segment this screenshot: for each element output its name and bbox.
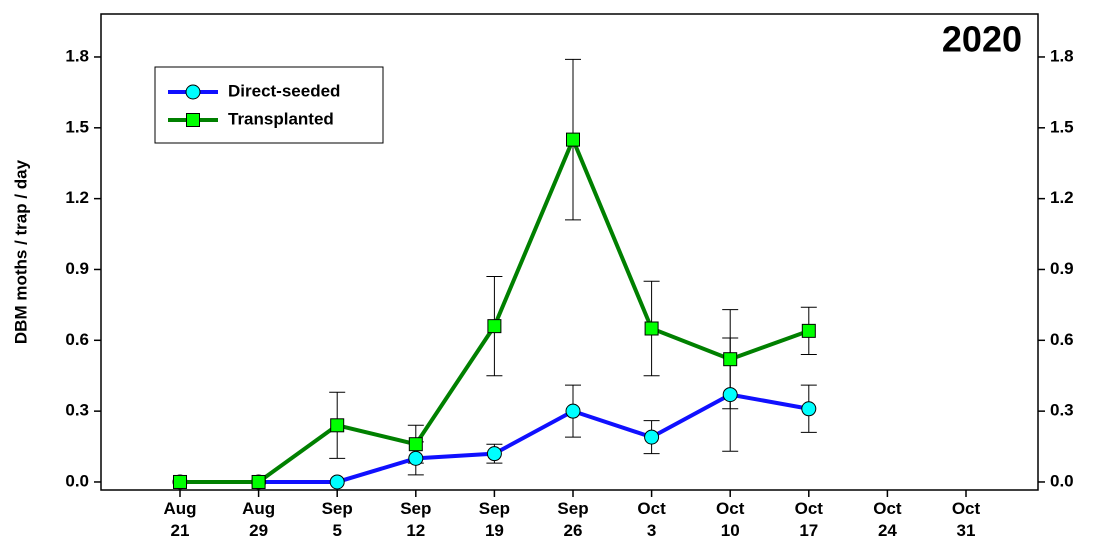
data-point xyxy=(330,418,345,433)
x-tick-label: Oct 3 xyxy=(637,499,666,540)
data-point xyxy=(565,403,581,419)
data-point xyxy=(173,474,187,489)
data-point xyxy=(644,321,659,336)
legend-label: Direct-seeded xyxy=(228,81,340,100)
legend-box xyxy=(154,66,384,144)
x-tick-label: Sep 26 xyxy=(557,499,588,540)
x-tick-label: Aug 29 xyxy=(242,499,275,540)
y2-tick-label: 0.9 xyxy=(1050,259,1074,278)
data-point xyxy=(408,437,423,452)
x-tick-label: Sep 19 xyxy=(479,499,510,540)
data-point xyxy=(722,387,738,403)
data-point xyxy=(408,450,424,466)
y2-tick-label: 0.3 xyxy=(1050,401,1074,420)
data-point xyxy=(801,401,817,417)
plot-frame xyxy=(100,13,1039,491)
x-tick-label: Oct 10 xyxy=(716,499,745,540)
data-point xyxy=(487,319,502,334)
legend-marker xyxy=(186,113,200,127)
data-point xyxy=(801,323,816,338)
y-tick-label: 1.2 xyxy=(65,188,89,207)
y2-tick-label: 1.8 xyxy=(1050,46,1074,65)
annotation: 2020 xyxy=(942,19,1022,60)
y-tick-label: 0.6 xyxy=(65,330,89,349)
y-axis-label: DBM moths / trap / day xyxy=(11,159,30,344)
x-tick-label: Sep 5 xyxy=(322,499,353,540)
x-tick-label: Aug 21 xyxy=(163,499,196,540)
y2-tick-label: 0.6 xyxy=(1050,330,1074,349)
y-tick-label: 1.5 xyxy=(65,117,89,136)
y-tick-label: 0.9 xyxy=(65,259,89,278)
x-tick-label: Oct 31 xyxy=(952,499,981,540)
data-point xyxy=(486,446,502,462)
data-point xyxy=(329,474,345,490)
data-point xyxy=(644,429,660,445)
y2-tick-label: 1.2 xyxy=(1050,188,1074,207)
legend-label: Transplanted xyxy=(228,109,334,128)
data-point xyxy=(723,352,738,367)
x-tick-label: Oct 17 xyxy=(795,499,824,540)
y-tick-label: 0.0 xyxy=(65,471,89,490)
y2-tick-label: 1.5 xyxy=(1050,117,1074,136)
legend-marker xyxy=(185,84,201,100)
data-point xyxy=(251,474,266,489)
x-tick-label: Sep 12 xyxy=(400,499,431,540)
y-tick-label: 0.3 xyxy=(65,401,89,420)
x-tick-label: Oct 24 xyxy=(873,499,902,540)
y-tick-label: 1.8 xyxy=(65,46,89,65)
data-point xyxy=(566,132,580,147)
y2-tick-label: 0.0 xyxy=(1050,471,1074,490)
